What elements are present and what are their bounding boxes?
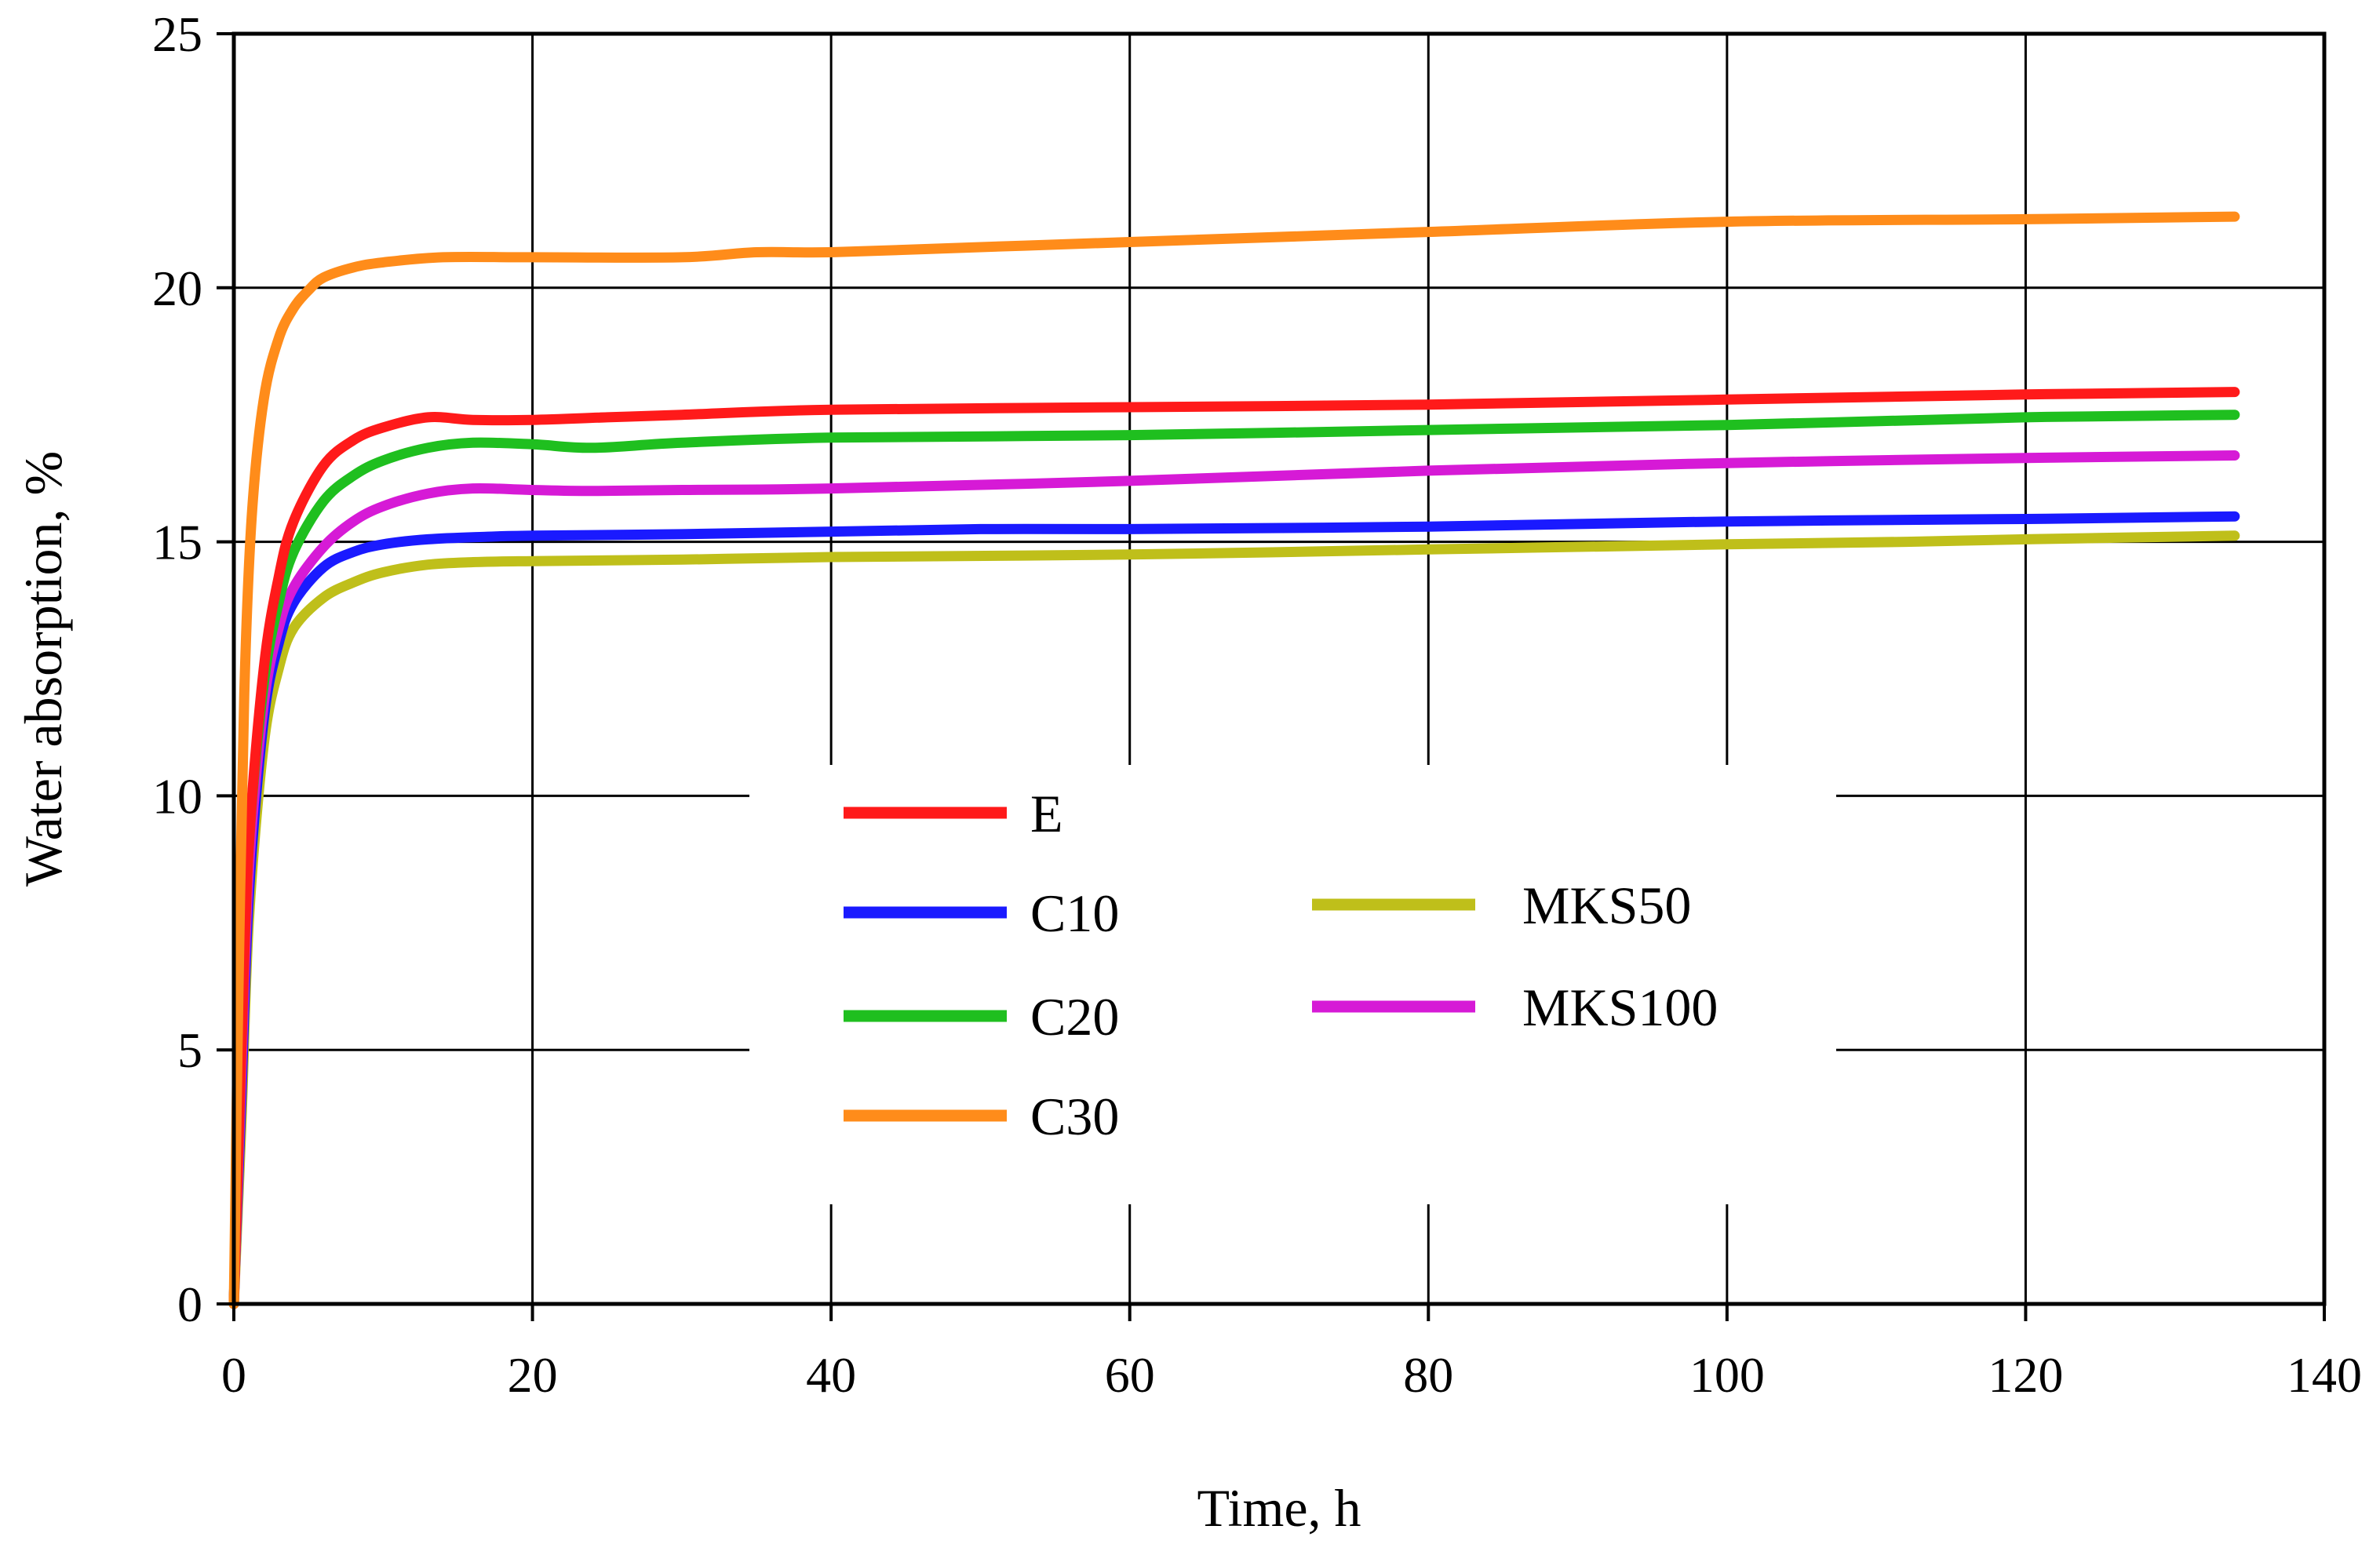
x-tick-label-2: 40 xyxy=(806,1347,856,1403)
x-tick-label-4: 80 xyxy=(1403,1347,1453,1403)
axis-ticks xyxy=(217,32,2326,1321)
y-tick-label-5: 25 xyxy=(152,6,202,62)
x-tick-label-6: 120 xyxy=(1988,1347,2063,1403)
legend-label-c20: C20 xyxy=(1030,987,1119,1047)
legend-label-c30: C30 xyxy=(1030,1087,1119,1146)
x-tick-label-5: 100 xyxy=(1689,1347,1765,1403)
legend-label-c10: C10 xyxy=(1030,883,1119,943)
y-tick-label-3: 15 xyxy=(152,515,202,570)
y-axis-title: Water absorption, % xyxy=(13,451,73,887)
x-tick-label-0: 0 xyxy=(221,1347,246,1403)
series-line-c30 xyxy=(228,211,2240,1309)
x-axis-title: Time, h xyxy=(1197,1478,1361,1538)
plot-frame xyxy=(231,31,2327,1306)
y-tick-label-0: 0 xyxy=(177,1276,202,1332)
y-tick-label-4: 20 xyxy=(152,260,202,316)
y-tick-label-1: 5 xyxy=(177,1022,202,1078)
x-tick-label-7: 140 xyxy=(2287,1347,2362,1403)
legend-label-mks50: MKS50 xyxy=(1522,876,1691,935)
legend-label-e: E xyxy=(1030,784,1063,843)
y-tick-label-2: 10 xyxy=(152,768,202,824)
x-tick-label-1: 20 xyxy=(508,1347,558,1403)
legend: E C10 C20 C30 MKS50 MKS100 xyxy=(844,784,1718,1146)
legend-label-mks100: MKS100 xyxy=(1522,978,1718,1037)
axis-tick-labels: 0 20 40 60 80 100 120 140 0 5 10 15 20 25 xyxy=(152,6,2362,1403)
legend-background xyxy=(749,765,1836,1204)
series-line-e xyxy=(228,387,2240,1309)
x-tick-label-3: 60 xyxy=(1105,1347,1155,1403)
series-lines xyxy=(228,211,2240,1309)
